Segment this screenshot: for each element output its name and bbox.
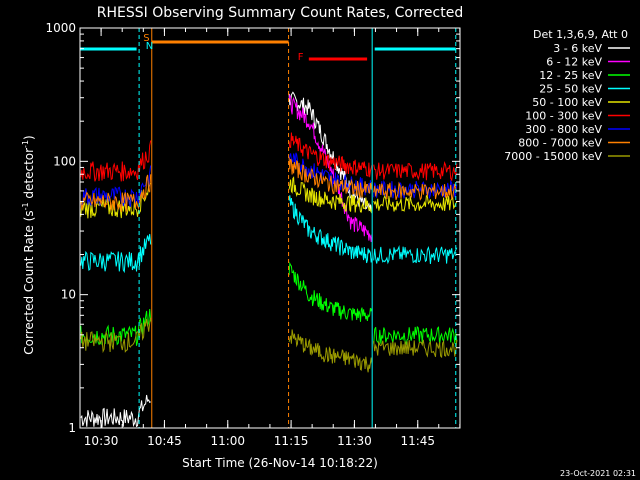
series-8-segment-2 — [373, 339, 458, 359]
series-2-segment-1 — [288, 261, 373, 322]
series-5 — [80, 132, 458, 182]
series-0 — [80, 91, 457, 429]
x-axis: 10:30 10:45 11:00 11:15 11:30 11:45 — [84, 28, 461, 448]
series-2 — [80, 261, 458, 346]
y-axis: 1 10 100 1000 — [45, 21, 460, 435]
plot-area: SN F — [80, 28, 458, 429]
x-tick-label-2: 11:00 — [210, 434, 245, 448]
legend-label-5: 100 - 300 keV — [525, 110, 602, 123]
series-8 — [80, 317, 458, 373]
series-7-segment-2 — [373, 181, 458, 201]
marker-f: F — [298, 52, 304, 63]
legend-label-8: 7000 - 15000 keV — [504, 150, 602, 163]
y-tick-label-3: 1000 — [45, 21, 76, 35]
series-2-segment-2 — [373, 325, 458, 346]
legend-label-0: 3 - 6 keV — [553, 42, 602, 55]
series-8-segment-0 — [80, 317, 152, 354]
series-0-segment-1 — [288, 91, 373, 212]
y-axis-label: Corrected Count Rate (s-1 detector-1) — [21, 135, 36, 354]
x-tick-label-3: 11:15 — [274, 434, 309, 448]
series-7 — [80, 157, 458, 213]
legend-label-3: 25 - 50 keV — [539, 83, 602, 96]
series-7-segment-1 — [288, 157, 373, 199]
series-3-segment-2 — [373, 244, 458, 265]
y-tick-label-1: 10 — [61, 288, 76, 302]
series-3-segment-1 — [288, 195, 373, 264]
legend-label-6: 300 - 800 keV — [525, 123, 602, 136]
x-tick-label-4: 11:30 — [337, 434, 372, 448]
series-5-segment-1 — [288, 132, 373, 178]
chart-title: RHESSI Observing Summary Count Rates, Co… — [97, 5, 463, 21]
x-tick-label-1: 10:45 — [147, 434, 182, 448]
series-5-segment-0 — [80, 140, 152, 182]
marker-s: S — [143, 33, 149, 44]
series-5-segment-2 — [373, 160, 458, 182]
legend-label-1: 6 - 12 keV — [546, 56, 602, 69]
series-3 — [80, 195, 458, 274]
marker-n: N — [146, 41, 153, 52]
series-4-segment-2 — [373, 194, 458, 212]
legend-label-2: 12 - 25 keV — [539, 69, 602, 82]
legend-label-7: 800 - 7000 keV — [518, 137, 602, 150]
series-1-segment-1 — [288, 93, 373, 243]
legend-title: Det 1,3,6,9, Att 0 — [533, 28, 628, 41]
y-tick-label-2: 100 — [53, 154, 76, 168]
x-axis-label: Start Time (26-Nov-14 10:18:22) — [182, 456, 378, 470]
series-0-segment-0 — [80, 394, 151, 428]
legend-label-4: 50 - 100 keV — [532, 96, 602, 109]
x-tick-label-0: 10:30 — [84, 434, 119, 448]
x-tick-label-5: 11:45 — [400, 434, 435, 448]
series-8-segment-1 — [288, 329, 373, 373]
series-3-segment-0 — [80, 233, 152, 274]
y-tick-label-0: 1 — [68, 421, 76, 435]
footer-date: 23-Oct-2021 02:31 — [560, 469, 636, 478]
series-4-segment-1 — [288, 176, 373, 214]
plot-frame — [79, 27, 461, 429]
